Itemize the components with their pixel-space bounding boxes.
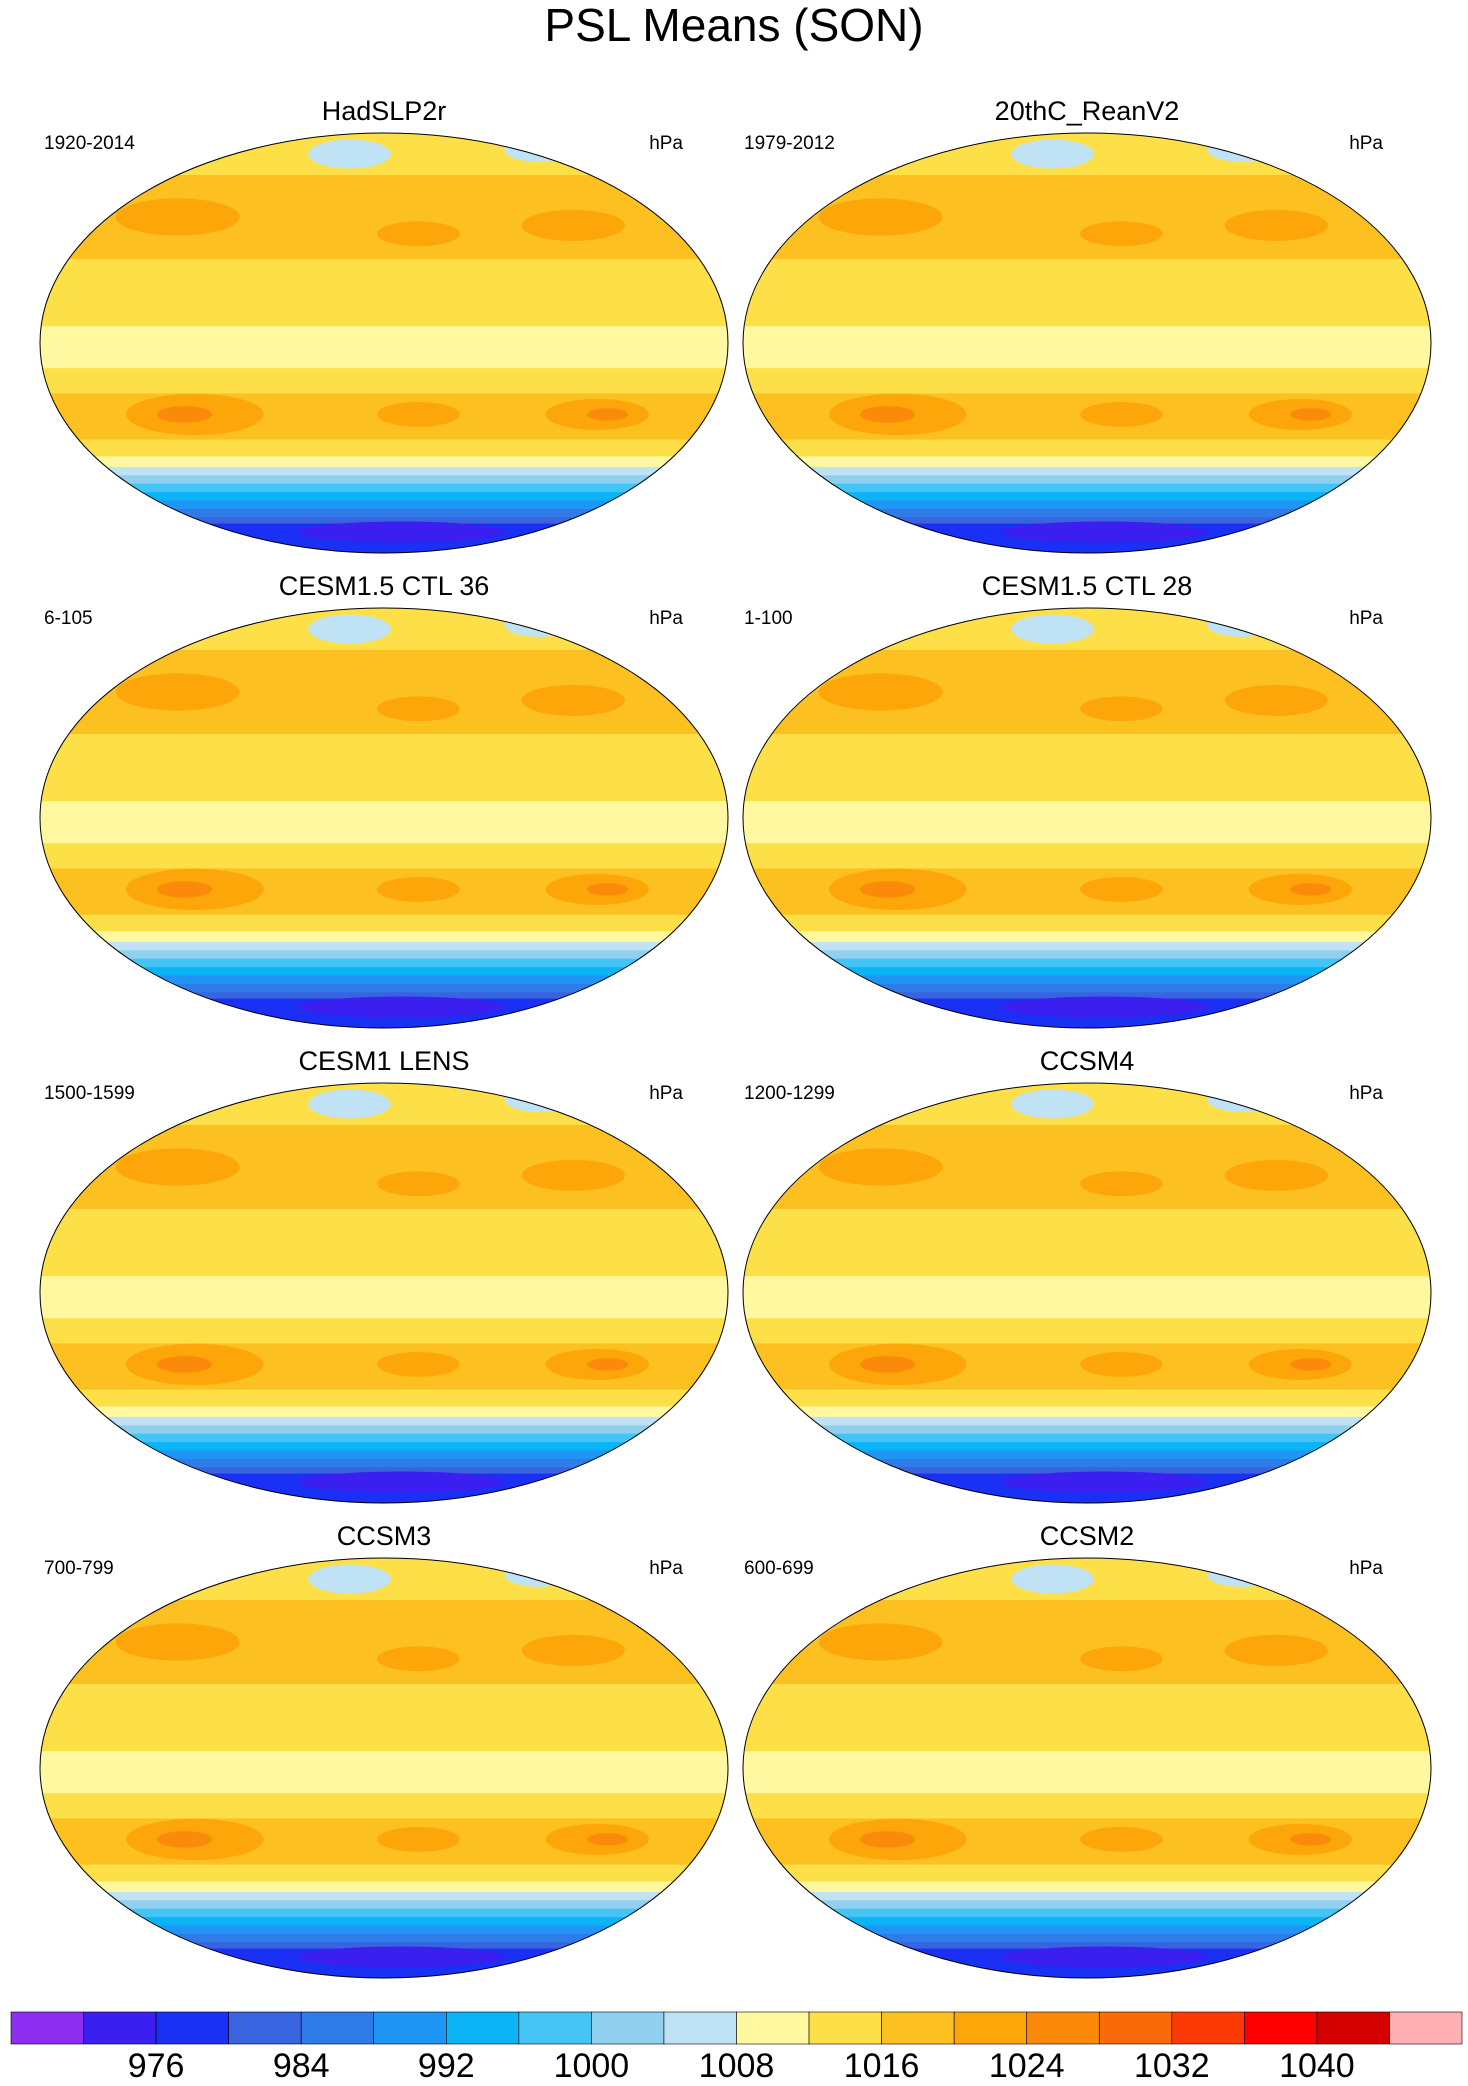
panel-units: hPa — [1349, 1558, 1383, 1579]
map-panel: HadSLP2r 1920-2014 hPa — [39, 96, 729, 554]
map-outline — [39, 1082, 729, 1504]
panel-title: CCSM2 — [1040, 1521, 1135, 1551]
colorbar-box — [736, 2011, 810, 2045]
map-field — [40, 608, 728, 1028]
colorbar-label: 1040 — [1279, 2047, 1355, 2085]
colorbar-label: 1032 — [1134, 2047, 1210, 2085]
map-panel: CCSM4 1200-1299 hPa — [742, 1046, 1432, 1504]
panel-title: CESM1.5 CTL 36 — [279, 571, 490, 601]
map-panel: CESM1 LENS 1500-1599 hPa — [39, 1046, 729, 1504]
panel-period: 1979-2012 — [744, 133, 835, 154]
map-outline — [39, 1557, 729, 1979]
colorbar-box — [518, 2011, 592, 2045]
panel-title: CESM1.5 CTL 28 — [982, 571, 1193, 601]
panel-period: 1920-2014 — [44, 133, 135, 154]
map-panel: CESM1.5 CTL 28 1-100 hPa — [742, 571, 1432, 1029]
colorbar-box — [1026, 2011, 1100, 2045]
panel-units: hPa — [1349, 1083, 1383, 1104]
panel-period: 1-100 — [744, 608, 793, 629]
map-panel: CCSM2 600-699 hPa — [742, 1521, 1432, 1979]
panel-title: CESM1 LENS — [298, 1046, 469, 1076]
map-field — [743, 133, 1431, 553]
panel-period: 600-699 — [744, 1558, 814, 1579]
map-outline — [39, 132, 729, 554]
colorbar-box — [300, 2011, 375, 2045]
colorbar-box — [1244, 2011, 1318, 2045]
colorbar-label: 976 — [128, 2047, 185, 2085]
colorbar-box — [1389, 2011, 1463, 2045]
map-panel: CCSM3 700-799 hPa — [39, 1521, 729, 1979]
colorbar-box — [808, 2011, 882, 2045]
panel-title: HadSLP2r — [322, 96, 447, 126]
map-panel: CESM1.5 CTL 36 6-105 hPa — [39, 571, 729, 1029]
panel-title: CCSM4 — [1040, 1046, 1135, 1076]
panel-period: 1500-1599 — [44, 1083, 135, 1104]
map-field — [40, 1083, 728, 1503]
map-outline — [742, 607, 1432, 1029]
panel-period: 1200-1299 — [744, 1083, 835, 1104]
panel-title: 20thC_ReanV2 — [995, 96, 1180, 126]
panel-units: hPa — [1349, 133, 1383, 154]
map-field — [40, 133, 728, 553]
colorbar-box — [373, 2011, 447, 2045]
map-field — [743, 608, 1431, 1028]
colorbar-label: 1024 — [989, 2047, 1065, 2085]
map-outline — [742, 1557, 1432, 1979]
map-outline — [39, 607, 729, 1029]
colorbar-box — [83, 2011, 157, 2045]
panel-period: 6-105 — [44, 608, 93, 629]
panel-units: hPa — [649, 608, 683, 629]
colorbar-box — [1316, 2011, 1390, 2045]
colorbar-label: 984 — [273, 2047, 330, 2085]
colorbar-box — [1098, 2011, 1173, 2045]
panel-units: hPa — [649, 1558, 683, 1579]
map-field — [40, 1558, 728, 1978]
colorbar-box — [663, 2011, 737, 2045]
colorbar-label: 1008 — [699, 2047, 775, 2085]
panel-period: 700-799 — [44, 1558, 114, 1579]
colorbar-label: 1000 — [554, 2047, 630, 2085]
panel-title: CCSM3 — [337, 1521, 432, 1551]
colorbar-box — [155, 2011, 229, 2045]
colorbar-box — [591, 2011, 665, 2045]
colorbar-box — [10, 2011, 84, 2045]
colorbar-box — [953, 2011, 1028, 2045]
colorbar-label: 1016 — [844, 2047, 920, 2085]
map-outline — [742, 132, 1432, 554]
panel-units: hPa — [1349, 608, 1383, 629]
colorbar-box — [881, 2011, 955, 2045]
map-field — [743, 1083, 1431, 1503]
map-field — [743, 1558, 1431, 1978]
figure-title: PSL Means (SON) — [544, 0, 923, 51]
colorbar-box — [228, 2011, 302, 2045]
map-panel: 20thC_ReanV2 1979-2012 hPa — [742, 96, 1432, 554]
colorbar-label: 992 — [418, 2047, 475, 2085]
map-outline — [742, 1082, 1432, 1504]
panel-units: hPa — [649, 133, 683, 154]
panel-units: hPa — [649, 1083, 683, 1104]
colorbar-box — [445, 2011, 520, 2045]
colorbar-box — [1171, 2011, 1245, 2045]
